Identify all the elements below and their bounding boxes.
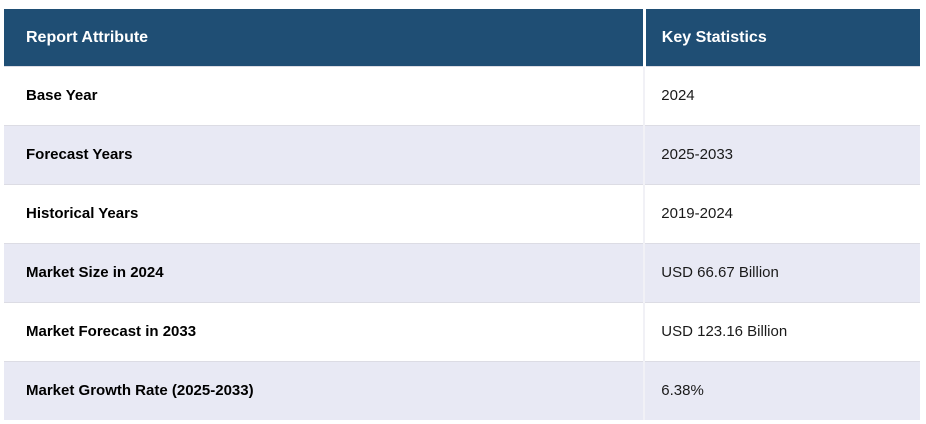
- value-cell: 2025-2033: [644, 125, 920, 185]
- attribute-cell: Forecast Years: [4, 125, 646, 185]
- column-header-key-statistics: Key Statistics: [644, 9, 920, 67]
- table-row: Market Size in 2024 USD 66.67 Billion: [4, 243, 920, 303]
- value-cell: USD 66.67 Billion: [644, 243, 920, 303]
- value-cell: 2024: [644, 66, 920, 126]
- attribute-cell: Market Forecast in 2033: [4, 302, 646, 362]
- table-row: Forecast Years 2025-2033: [4, 125, 920, 185]
- table-row: Market Forecast in 2033 USD 123.16 Billi…: [4, 302, 920, 362]
- value-cell: USD 123.16 Billion: [644, 302, 920, 362]
- column-header-report-attribute: Report Attribute: [4, 9, 646, 67]
- attribute-cell: Base Year: [4, 66, 646, 126]
- table-row: Base Year 2024: [4, 66, 920, 126]
- key-statistics-table: Report Attribute Key Statistics Base Yea…: [4, 9, 920, 420]
- value-cell: 6.38%: [644, 361, 920, 420]
- header-row: Report Attribute Key Statistics: [4, 9, 920, 67]
- table-row: Historical Years 2019-2024: [4, 184, 920, 244]
- value-cell: 2019-2024: [644, 184, 920, 244]
- table-row: Market Growth Rate (2025-2033) 6.38%: [4, 361, 920, 420]
- attribute-cell: Market Size in 2024: [4, 243, 646, 303]
- attribute-cell: Market Growth Rate (2025-2033): [4, 361, 646, 420]
- attribute-cell: Historical Years: [4, 184, 646, 244]
